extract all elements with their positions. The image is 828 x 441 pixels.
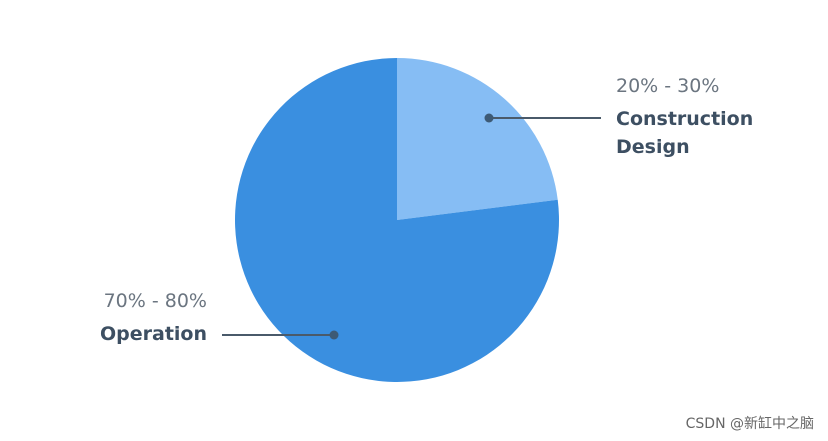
- pie-slice: [235, 58, 559, 382]
- leader-dot: [329, 330, 339, 340]
- range-label: 70% - 80%: [103, 290, 207, 312]
- category-label: Operation: [99, 323, 207, 345]
- pie-slice: [397, 58, 558, 220]
- watermark: CSDN @新缸中之脑: [685, 416, 814, 432]
- range-label: 20% - 30%: [616, 75, 720, 97]
- category-label: Construction Design: [616, 108, 754, 158]
- leader-dot: [484, 113, 494, 123]
